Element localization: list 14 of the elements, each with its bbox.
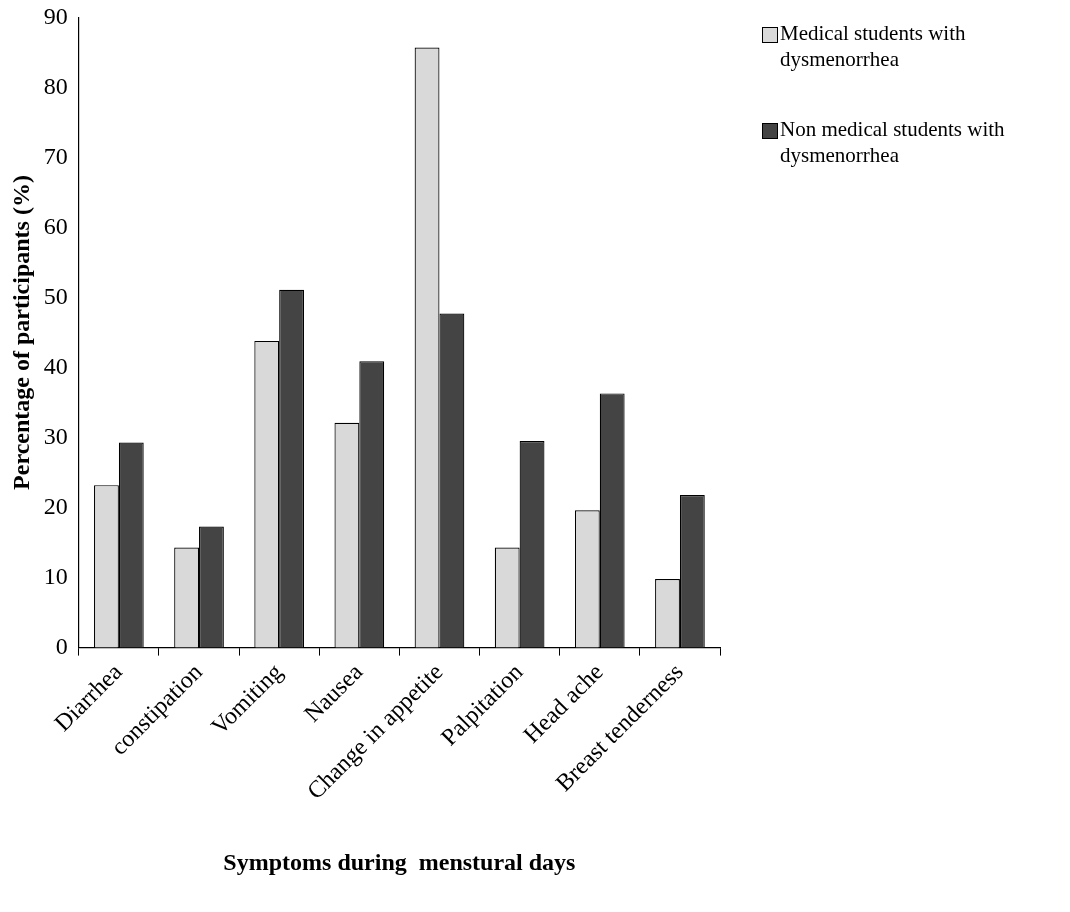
- legend-label: Non medical students with dysmenorrhea: [780, 116, 1006, 168]
- y-tick-label: 50: [43, 282, 68, 309]
- y-tick-label: 10: [43, 562, 68, 589]
- y-tick-label: 30: [43, 422, 68, 449]
- y-axis-title: Percentage of participants (%): [7, 175, 34, 490]
- y-tick-label: 0: [55, 632, 68, 659]
- y-tick-label: 20: [43, 492, 68, 519]
- legend-label: Medical students with dysmenorrhea: [780, 20, 967, 72]
- y-tick-label: 70: [43, 142, 68, 169]
- y-tick-label: 80: [43, 72, 68, 99]
- y-tick-label: 90: [43, 2, 68, 29]
- y-tick-label: 60: [43, 212, 68, 239]
- x-axis-title: Symptoms during menstural days: [223, 848, 576, 875]
- y-tick-label: 40: [43, 352, 68, 379]
